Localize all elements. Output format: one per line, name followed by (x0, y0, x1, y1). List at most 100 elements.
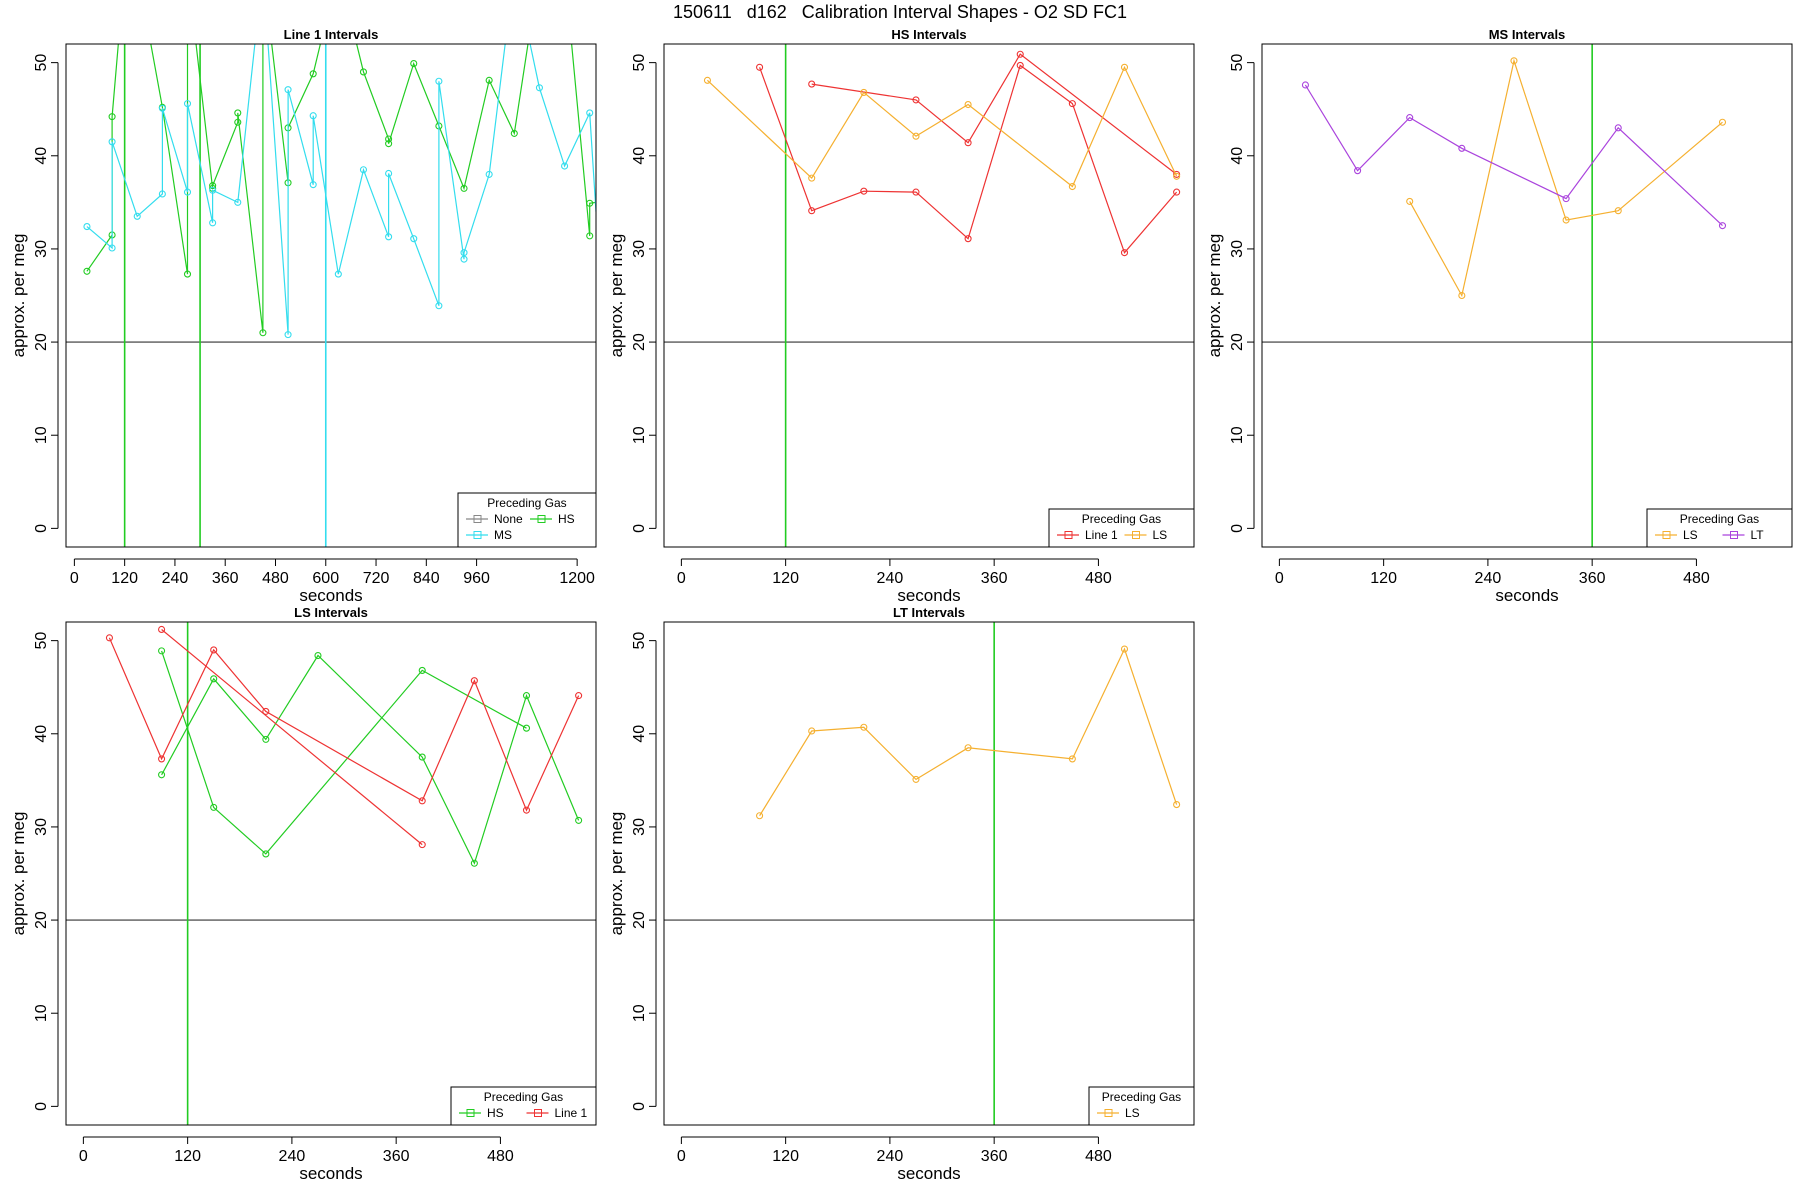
legend-label: MS (494, 528, 512, 542)
panel-title: LS Intervals (294, 605, 368, 620)
data-point (284, 86, 292, 94)
x-tick-label: 240 (877, 570, 904, 587)
data-point (359, 68, 368, 76)
data-point (334, 270, 342, 278)
y-tick-label: 40 (33, 725, 50, 743)
data-point (912, 132, 920, 140)
series-ls (1406, 57, 1727, 300)
data-point (586, 199, 594, 207)
series-lt (1301, 81, 1727, 230)
y-tick-label: 50 (33, 632, 50, 650)
x-tick-label: 120 (111, 570, 138, 587)
data-point (860, 187, 868, 195)
x-tick-label: 0 (1275, 570, 1284, 587)
y-axis-label: approx. per meg (9, 234, 28, 358)
data-point (1718, 118, 1727, 126)
legend-entry-none: None (466, 512, 523, 526)
y-tick-label: 20 (631, 333, 648, 351)
data-point (435, 77, 443, 85)
y-tick-label: 20 (33, 333, 50, 351)
data-point (158, 625, 166, 634)
x-tick-label: 240 (279, 1148, 306, 1165)
series-line (811, 53, 1177, 175)
y-tick-label: 10 (33, 1004, 50, 1022)
legend-title: Preceding Gas (1102, 1090, 1181, 1104)
data-point (808, 174, 816, 182)
x-tick-label: 120 (772, 1148, 799, 1165)
x-tick-label: 0 (677, 1148, 686, 1165)
data-point (485, 170, 493, 178)
data-point (1406, 197, 1414, 205)
x-axis-label: seconds (897, 586, 960, 605)
data-point (756, 63, 764, 71)
data-point (314, 651, 322, 660)
data-point (1718, 222, 1727, 230)
series-line-1 (105, 634, 583, 814)
x-tick-label: 240 (877, 1148, 904, 1165)
panel-line-1-intervals: Line 1 Intervals 0 120 240 360 480 600 720 840 96… (9, 27, 597, 605)
plot-frame (65, 621, 597, 1126)
data-point (158, 755, 166, 763)
data-point (575, 816, 583, 824)
data-point (586, 109, 594, 117)
legend-marker (473, 515, 482, 523)
panel-title: Line 1 Intervals (284, 27, 379, 42)
data-point (1510, 57, 1518, 65)
data-point (1406, 114, 1414, 122)
legend-label: LS (1153, 528, 1168, 542)
series-line (161, 629, 423, 846)
legend: Preceding Gas LS LT (1646, 508, 1793, 548)
data-point (309, 181, 317, 189)
legend-marker (534, 1109, 542, 1117)
x-tick-label: 480 (487, 1148, 514, 1165)
data-point (309, 112, 317, 120)
legend-label: Line 1 (555, 1106, 588, 1120)
data-point (1068, 100, 1076, 108)
series-line (706, 65, 1178, 188)
data-point (418, 666, 426, 674)
data-point (359, 166, 368, 174)
data-point (262, 707, 270, 715)
legend: Preceding Gas LS (1088, 1086, 1195, 1126)
y-tick-label: 30 (33, 240, 50, 258)
y-tick-label: 0 (33, 524, 50, 533)
data-point (460, 184, 468, 192)
legend-label: LS (1683, 528, 1698, 542)
data-point (284, 331, 292, 339)
data-point (964, 100, 972, 109)
plot-frame (663, 43, 1195, 548)
data-point (259, 329, 267, 337)
x-axis-label: seconds (299, 586, 362, 605)
legend-marker (1064, 531, 1073, 539)
legend-box (1048, 508, 1195, 548)
legend-label: Line 1 (1085, 528, 1118, 542)
x-tick-label: 480 (1085, 570, 1112, 587)
data-point (83, 223, 91, 231)
data-point (470, 859, 478, 867)
data-point (209, 219, 217, 227)
data-point (1562, 216, 1570, 224)
x-tick-label: 1200 (559, 570, 595, 587)
legend-label: None (494, 512, 523, 526)
data-point (210, 803, 218, 811)
series-line (108, 637, 580, 812)
x-tick-label: 480 (1085, 1148, 1112, 1165)
x-tick-label: 720 (363, 570, 390, 587)
x-tick-label: 0 (677, 570, 686, 587)
data-point (385, 233, 393, 241)
legend-marker (466, 1109, 475, 1117)
x-tick-label: 600 (312, 570, 339, 587)
x-tick-label: 360 (981, 1148, 1008, 1165)
data-point (410, 235, 418, 243)
legend: Preceding Gas None HS MS (457, 492, 597, 548)
data-point (183, 188, 192, 196)
data-point (912, 775, 920, 783)
series-hs (83, 44, 596, 337)
legend-label: HS (558, 512, 575, 526)
data-point (410, 60, 418, 68)
y-tick-label: 40 (33, 147, 50, 165)
series-line (759, 647, 1178, 817)
series-ls (756, 645, 1181, 820)
data-point (1173, 801, 1181, 809)
